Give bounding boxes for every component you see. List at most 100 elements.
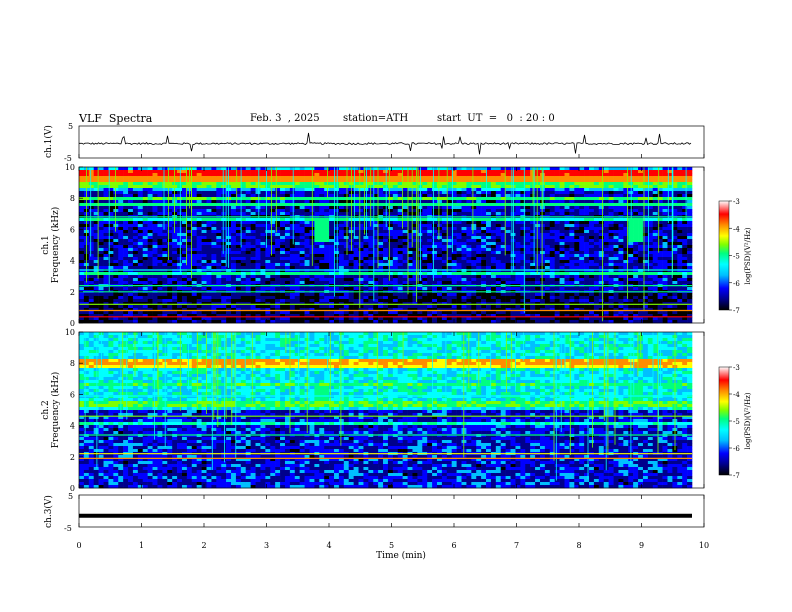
spectrogram-cell bbox=[270, 266, 276, 270]
spectrogram-cell bbox=[177, 287, 183, 291]
spectrogram-cell bbox=[98, 173, 104, 177]
spectrogram-cell bbox=[240, 260, 247, 264]
spectrogram-cell bbox=[358, 167, 364, 171]
spectrogram-cell bbox=[343, 242, 350, 246]
spectrogram-cell bbox=[383, 203, 389, 207]
spectrogram-cell bbox=[137, 245, 144, 249]
spectrogram-cell bbox=[338, 209, 345, 213]
spectrogram-cell bbox=[378, 296, 384, 300]
spectrogram-cell bbox=[162, 179, 168, 183]
spectrogram-cell bbox=[260, 245, 266, 249]
spectrogram-cell bbox=[402, 221, 408, 225]
spectrogram-cell bbox=[142, 194, 148, 198]
spectrogram-cell bbox=[191, 281, 197, 285]
spectrogram-cell bbox=[260, 305, 266, 309]
spectrogram-cell bbox=[544, 242, 551, 246]
spectrogram-cell bbox=[245, 296, 251, 300]
spectrogram-cell bbox=[520, 230, 526, 234]
spectrogram-cell bbox=[162, 317, 168, 321]
spectrogram-cell bbox=[270, 224, 276, 228]
spectrogram-cell bbox=[343, 287, 350, 291]
spectrogram-cell bbox=[211, 179, 217, 183]
spectrogram-cell bbox=[314, 224, 320, 228]
spectrogram-cell bbox=[137, 266, 144, 270]
spectrogram-cell bbox=[397, 266, 403, 270]
spectrogram-cell bbox=[358, 218, 364, 222]
spectrogram-cell bbox=[123, 254, 129, 258]
spectrogram-cell bbox=[235, 296, 242, 300]
spectrogram-cell bbox=[79, 239, 85, 243]
spectrogram-cell bbox=[289, 218, 296, 222]
spectrogram-cell bbox=[196, 302, 202, 306]
spectrogram-cell bbox=[250, 194, 256, 198]
spectrogram-cell bbox=[387, 224, 394, 228]
spectrogram-cell bbox=[515, 248, 521, 252]
spectrogram-cell bbox=[231, 230, 237, 234]
spectrogram-cell bbox=[373, 233, 379, 237]
spectrogram-cell bbox=[427, 314, 433, 318]
spectrogram-cell bbox=[319, 191, 325, 195]
spectrogram-cell bbox=[118, 203, 124, 207]
spectrogram-cell bbox=[284, 224, 291, 228]
spectrogram-cell bbox=[422, 275, 428, 279]
spectrogram-cell bbox=[383, 197, 389, 201]
spectrogram-cell bbox=[383, 305, 389, 309]
spectrogram-cell bbox=[412, 182, 418, 186]
spectrogram-cell bbox=[201, 293, 207, 297]
spectrogram-cell bbox=[172, 248, 178, 252]
spectrogram-cell bbox=[221, 194, 227, 198]
spectrogram-cell bbox=[441, 305, 448, 309]
spectrogram-cell bbox=[113, 206, 119, 210]
spectrogram-cell bbox=[314, 302, 320, 306]
spectrogram-cell bbox=[471, 203, 477, 207]
spectrogram-cell bbox=[265, 173, 271, 177]
spectrogram-cell bbox=[412, 236, 418, 240]
spectrogram-cell bbox=[245, 269, 251, 273]
spectrogram-cell bbox=[387, 230, 394, 234]
spectrogram-cell bbox=[505, 191, 511, 195]
spectrogram-cell bbox=[402, 200, 408, 204]
spectrogram-cell bbox=[383, 185, 389, 189]
spectrogram-cell bbox=[495, 200, 502, 204]
spectrogram-cell bbox=[456, 272, 462, 276]
spectrogram-cell bbox=[476, 266, 482, 270]
spectrogram-cell bbox=[191, 173, 197, 177]
spectrogram-cell bbox=[383, 251, 389, 255]
spectrogram-cell bbox=[289, 182, 296, 186]
spectrogram-cell bbox=[378, 212, 384, 216]
spectrogram-cell bbox=[539, 278, 546, 282]
spectrogram-cell bbox=[456, 269, 462, 273]
spectrogram-cell bbox=[515, 320, 521, 324]
spectrogram-cell bbox=[245, 218, 251, 222]
spectrogram-cell bbox=[280, 248, 286, 252]
spectrogram-cell bbox=[181, 254, 188, 258]
spectrogram-cell bbox=[383, 317, 389, 321]
spectrogram-cell bbox=[235, 179, 242, 183]
spectrogram-cell bbox=[147, 317, 153, 321]
spectrogram-cell bbox=[265, 248, 271, 252]
spectrogram-cell bbox=[461, 266, 467, 270]
spectrogram-cell bbox=[181, 182, 188, 186]
spectrogram-cell bbox=[88, 173, 95, 177]
spectrogram-cell bbox=[216, 266, 222, 270]
spectrogram-cell bbox=[334, 239, 340, 243]
spectrogram-cell bbox=[530, 281, 536, 285]
spectrogram-cell bbox=[358, 170, 364, 174]
spectrogram-cell bbox=[240, 317, 247, 321]
spectrogram-cell bbox=[319, 308, 325, 312]
spectrogram-cell bbox=[383, 260, 389, 264]
spectrogram-cell bbox=[486, 302, 492, 306]
spectrogram-cell bbox=[167, 260, 173, 264]
spectrogram-cell bbox=[201, 278, 207, 282]
spectrogram-cell bbox=[88, 194, 95, 198]
spectrogram-cell bbox=[79, 314, 85, 318]
spectrogram-cell bbox=[329, 239, 335, 243]
spectrogram-cell bbox=[495, 230, 502, 234]
spectrogram-cell bbox=[402, 191, 408, 195]
spectrogram-cell bbox=[402, 239, 408, 243]
spectrogram-cell bbox=[334, 314, 340, 318]
spectrogram-cell bbox=[93, 263, 99, 267]
spectrogram-cell bbox=[432, 245, 438, 249]
spectrogram-cell bbox=[260, 251, 266, 255]
spectrogram-cell bbox=[456, 230, 462, 234]
